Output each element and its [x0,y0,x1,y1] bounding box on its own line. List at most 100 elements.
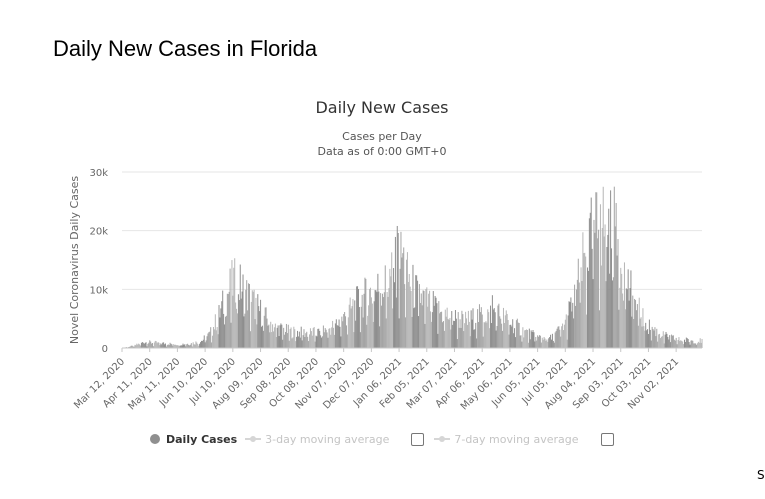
bar [578,282,580,348]
bar [415,275,417,348]
bar [330,334,332,348]
legend-item-daily-cases[interactable]: Daily Cases [150,433,237,446]
bar [523,337,525,348]
bar [546,339,548,348]
bar [180,345,182,348]
bar [382,297,384,348]
bar [599,310,601,348]
bar [585,256,587,348]
bar [457,312,459,348]
bar [575,289,577,348]
bar [665,331,667,348]
bar [208,332,210,348]
bar [484,322,486,348]
legend-item-3-day-average[interactable]: 3-day moving average [245,433,389,446]
bar [131,345,133,348]
bar [310,331,312,348]
bar [637,325,639,348]
bar [541,337,543,348]
bar [363,293,365,348]
bar [430,321,432,348]
bar [689,344,691,348]
bar [414,307,416,348]
bar [333,334,335,348]
bar [234,258,236,348]
y-tick-label: 0 [102,344,108,355]
bar [418,284,420,348]
bar [461,310,463,348]
bar [451,311,453,348]
bar [136,343,138,348]
bar [154,340,156,348]
bar [192,342,194,348]
bar [222,290,224,348]
bar [289,329,291,348]
bar [199,343,201,348]
legend: Daily Cases 3-day moving average 7-day m… [150,430,624,448]
bar [402,253,404,348]
bar [276,327,278,348]
bar [661,336,663,348]
bar [210,327,212,348]
bar [218,305,220,348]
bar [612,277,614,348]
legend-marker-daily-cases [150,434,160,444]
checkbox-7-day-average[interactable] [600,432,614,446]
bar [563,324,565,348]
bar [534,341,536,348]
bar [683,344,685,348]
bar [447,318,449,348]
bar [383,292,385,348]
bar [321,336,323,348]
bar [238,300,240,348]
bar [260,326,262,348]
bar [236,313,238,348]
checkbox-3-day-average[interactable] [411,432,425,446]
bar [387,296,389,348]
bar [496,326,498,348]
bar [427,306,429,348]
bar [290,327,292,348]
bar [306,331,308,348]
bar [183,344,185,348]
legend-item-7-day-average[interactable]: 7-day moving average [434,433,579,446]
bar [634,298,636,348]
bar [395,297,397,348]
bar [655,336,657,348]
bar [274,323,276,348]
bar [258,306,260,348]
bar [510,324,512,348]
bar [359,332,361,348]
bar [255,297,257,348]
bar [576,279,578,348]
bar [686,338,688,348]
bar [368,305,370,348]
bar [380,293,382,348]
bar [213,329,215,348]
bar [573,318,575,348]
bar [488,312,490,348]
bar [445,316,447,348]
bar [425,288,427,348]
bar [564,319,566,348]
bar [687,339,689,348]
bar [487,309,489,348]
bar [355,320,357,348]
bar [545,340,547,348]
bar [252,291,254,348]
bar [657,341,659,348]
bar [450,329,452,348]
bar [588,218,590,348]
bar [212,335,214,348]
bar [293,326,295,348]
bar [416,275,418,348]
bar [695,344,697,348]
bar [502,330,504,348]
bar [574,284,576,348]
bar [385,318,387,348]
bar [551,333,553,348]
bar [557,326,559,348]
bar [141,342,143,348]
bar [682,341,684,348]
bar [128,346,130,348]
